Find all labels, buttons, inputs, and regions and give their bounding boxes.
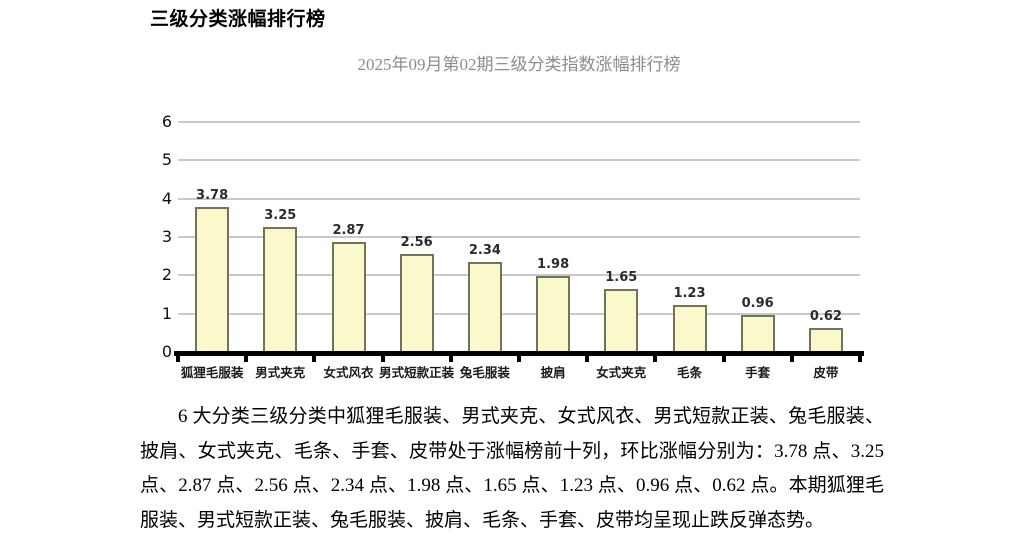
x-axis-tick	[789, 351, 794, 362]
summary-paragraph: 6 大分类三级分类中狐狸毛服装、男式夹克、女式风衣、男式短款正装、兔毛服装、披肩…	[140, 406, 884, 531]
y-axis-tick-label: 5	[161, 150, 172, 170]
x-axis-tick	[312, 351, 317, 362]
bar	[331, 241, 366, 352]
x-axis-label: 披肩	[540, 366, 566, 380]
x-axis-label: 男式短款正装	[379, 366, 455, 380]
x-axis-label: 女式风衣	[323, 366, 374, 380]
y-axis-tick-label: 1	[161, 303, 172, 323]
x-axis-tick	[448, 351, 453, 362]
bar	[399, 253, 434, 352]
bar-value-label: 0.96	[741, 296, 774, 312]
gridline	[178, 312, 860, 315]
bar-value-label: 2.87	[332, 222, 365, 238]
x-axis-tick	[517, 351, 521, 362]
bar	[195, 207, 230, 352]
y-axis-tick-label: 2	[161, 265, 172, 285]
x-axis-label: 皮带	[813, 366, 839, 380]
y-axis-tick-label: 6	[161, 112, 172, 131]
x-axis-label: 女式夹克	[596, 366, 647, 380]
bar-chart: 2025年09月第02期三级分类指数涨幅排行榜 0 1 2 3 4 5 6 3.78 3.25 2…	[150, 30, 876, 392]
bar	[467, 262, 502, 352]
plot-area: 0 1 2 3 4 5 6 3.78 3.25 2.87 2.56 2.34 1.98 1.65 1.23 0…	[162, 112, 864, 380]
x-axis-label: 男式夹克	[255, 366, 306, 380]
x-axis-tick	[653, 351, 658, 362]
bar-value-label: 2.34	[468, 243, 501, 259]
x-axis-label: 狐狸毛服装	[180, 366, 244, 380]
x-axis-tick	[244, 351, 249, 362]
x-axis-label: 兔毛服装	[459, 366, 510, 380]
bar-value-label: 2.56	[400, 234, 433, 250]
x-axis-tick	[721, 351, 726, 362]
gridline	[178, 236, 860, 238]
bar	[740, 315, 775, 352]
y-axis-tick-label: 0	[161, 342, 172, 361]
y-axis-tick-label: 3	[161, 227, 172, 246]
bar-value-label: 3.78	[196, 188, 229, 204]
gridline	[178, 121, 860, 123]
bar-value-label: 1.98	[537, 257, 570, 273]
bar-value-label: 0.62	[809, 309, 842, 325]
bar	[672, 304, 707, 352]
bar	[808, 328, 843, 352]
bar	[263, 227, 298, 352]
x-axis-tick	[858, 351, 862, 362]
chart-title: 2025年09月第02期三级分类指数涨幅排行榜	[357, 55, 681, 74]
x-axis-tick	[176, 351, 180, 362]
x-axis-tick	[380, 351, 385, 362]
bar-value-label: 1.65	[605, 269, 638, 285]
x-axis-tick	[585, 351, 590, 362]
gridline	[178, 159, 860, 162]
gridline	[178, 274, 860, 277]
gridline	[178, 197, 860, 200]
x-axis-label: 毛条	[676, 366, 702, 380]
y-axis-tick-label: 4	[161, 188, 172, 208]
bar	[604, 288, 639, 352]
bar	[536, 276, 571, 352]
page-title: 三级分类涨幅排行榜	[150, 9, 326, 30]
x-axis-label: 手套	[745, 366, 771, 380]
bar-value-label: 3.25	[264, 208, 297, 224]
bar-value-label: 1.23	[673, 285, 706, 301]
